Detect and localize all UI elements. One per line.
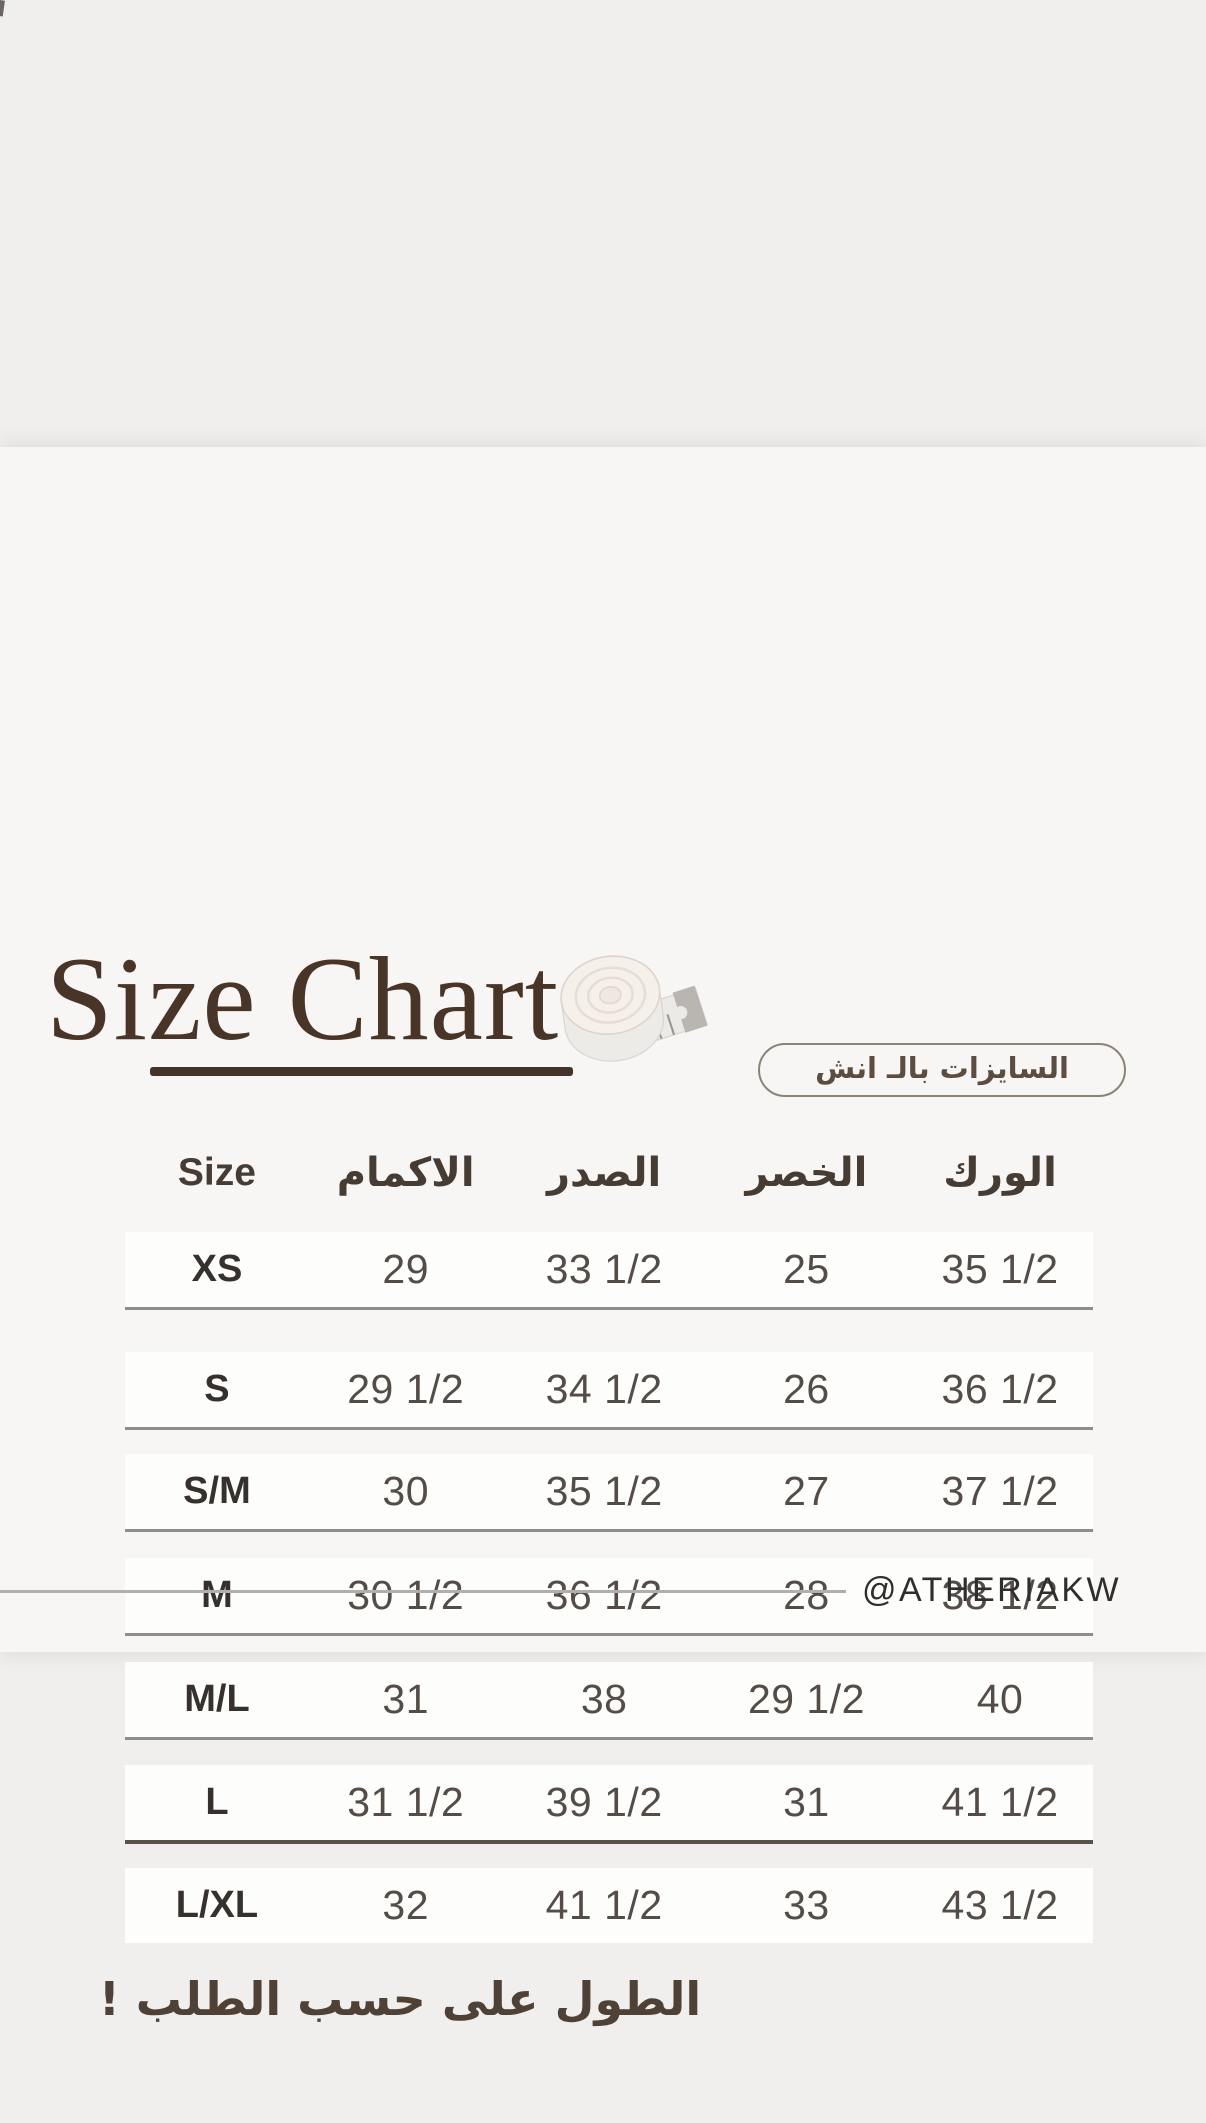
waist-value: 25 — [783, 1246, 830, 1292]
table-row: M/L 31 38 29 1/2 40 — [125, 1662, 1093, 1740]
size-label: XS — [191, 1248, 243, 1290]
title-underline — [150, 1067, 573, 1076]
column-header-chest: الصدر — [546, 1150, 662, 1196]
sleeves-value: 29 1/2 — [347, 1366, 465, 1412]
hip-value: 38 1/2 — [941, 1572, 1059, 1618]
units-badge-label: السايزات بالـ انش — [815, 1050, 1069, 1085]
chest-value: 38 — [580, 1676, 628, 1722]
waist-value: 27 — [783, 1468, 830, 1514]
size-label: M/L — [184, 1678, 250, 1720]
waist-value: 29 1/2 — [747, 1676, 865, 1722]
size-label: S — [204, 1368, 230, 1410]
sleeves-value: 29 — [382, 1246, 429, 1292]
table-row: L/XL 32 41 1/2 33 43 1/2 — [125, 1868, 1093, 1943]
table-row: S 29 1/2 34 1/2 26 36 1/2 — [125, 1352, 1093, 1430]
waist-value: 31 — [783, 1779, 830, 1825]
hip-value: 41 1/2 — [941, 1779, 1059, 1825]
size-label: L/XL — [175, 1884, 259, 1926]
chest-value: 41 1/2 — [545, 1882, 663, 1928]
chest-value: 36 1/2 — [545, 1572, 663, 1618]
chest-value: 34 1/2 — [545, 1366, 663, 1412]
waist-value: 33 — [783, 1882, 830, 1928]
size-label: S/M — [183, 1470, 251, 1512]
size-label: L — [205, 1781, 229, 1823]
hip-value: 37 1/2 — [941, 1468, 1059, 1514]
table-header-row: Size الاكمام الصدر الخصر الورك — [125, 1145, 1093, 1201]
size-label: M — [201, 1574, 233, 1616]
chest-value: 35 1/2 — [545, 1468, 663, 1514]
units-badge: السايزات بالـ انش — [758, 1043, 1126, 1097]
sleeves-value: 31 1/2 — [347, 1779, 465, 1825]
chest-value: 39 1/2 — [545, 1779, 663, 1825]
sleeves-value: 32 — [382, 1882, 429, 1928]
table-body: XS 29 33 1/2 25 35 1/2 S 29 1/2 34 1/2 2… — [125, 1232, 1093, 1943]
hip-value: 40 — [976, 1676, 1024, 1722]
size-chart-card: Size Chart — [0, 447, 1206, 2026]
measuring-tape-icon — [560, 955, 708, 1062]
account-handle: @ATHERIAKW — [862, 1571, 1122, 1609]
column-header-size: Size — [177, 1151, 256, 1194]
column-header-sleeves: الاكمام — [336, 1150, 475, 1196]
corner-artifact — [0, 0, 5, 17]
sleeves-value: 30 1/2 — [347, 1572, 465, 1618]
hip-value: 36 1/2 — [941, 1366, 1059, 1412]
footer-note: الطول على حسب الطلب ! — [98, 1972, 702, 2026]
page-title: Size Chart — [46, 932, 560, 1065]
table-row: S/M 30 35 1/2 27 37 1/2 — [125, 1454, 1093, 1532]
table-row: XS 29 33 1/2 25 35 1/2 — [125, 1232, 1093, 1310]
column-header-hip: الورك — [943, 1150, 1057, 1196]
table-row: L 31 1/2 39 1/2 31 41 1/2 — [125, 1765, 1093, 1844]
sleeves-value: 30 — [382, 1468, 429, 1514]
waist-value: 26 — [783, 1366, 830, 1412]
hip-value: 35 1/2 — [941, 1246, 1059, 1292]
waist-value: 28 — [783, 1572, 830, 1618]
table-row: M 30 1/2 36 1/2 28 38 1/2 — [125, 1558, 1093, 1636]
chest-value: 33 1/2 — [545, 1246, 663, 1292]
footer-divider — [0, 1590, 846, 1593]
column-header-waist: الخصر — [745, 1150, 868, 1196]
hip-value: 43 1/2 — [941, 1882, 1059, 1928]
sleeves-value: 31 — [382, 1676, 429, 1722]
